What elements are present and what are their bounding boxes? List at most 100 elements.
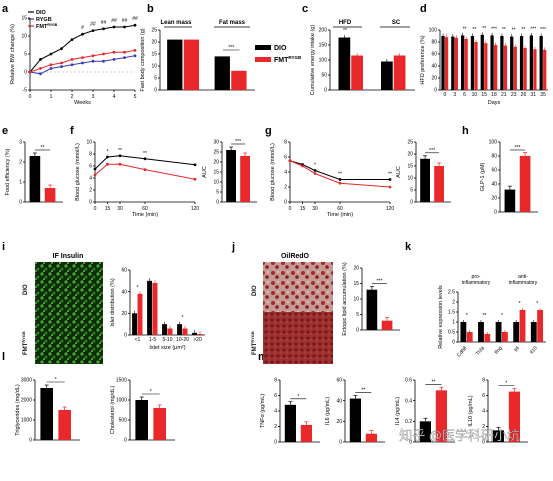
- d-bar-5-0: [490, 35, 494, 90]
- b-sig: ***: [228, 45, 234, 51]
- i-bar-4-1: [197, 333, 203, 335]
- a-point-dio-9: [123, 25, 126, 29]
- g_auc-ytick-label-1: 5: [410, 188, 413, 194]
- legend-b-fmt-label: FMTRYGB: [274, 55, 302, 64]
- m4-ylabel: IL10 (pg/mL): [468, 395, 474, 426]
- a-point-dio-10: [133, 23, 137, 27]
- a-xtick-label-5: 5: [134, 94, 137, 100]
- a-point-fmt-5: [81, 56, 84, 59]
- a-annot-2: ##: [101, 20, 107, 26]
- d-bar-4-1: [484, 43, 488, 90]
- i-bar-2-0: [162, 324, 168, 335]
- g-point-fmt-0: [288, 159, 292, 163]
- a-point-fmt-3: [60, 61, 63, 65]
- g_auc-ytick-label-4: 20: [407, 152, 413, 158]
- d-xtick-label-0: 0: [444, 92, 447, 98]
- f-point-dio-1: [106, 155, 109, 159]
- k-ytick-label-2: 1: [452, 320, 455, 326]
- micrograph-i-row-fmt-sup: RYGB: [21, 331, 26, 343]
- legend-b-dio-swatch: [255, 45, 271, 50]
- d-bar-6-0: [500, 36, 504, 90]
- b-ylabel: Fast body composition (g): [140, 28, 146, 91]
- m2-ylabel: IL6 (pg/mL): [325, 397, 331, 425]
- c-ytick-label-2: 100: [319, 58, 328, 64]
- m2-ytick-label-2: 40: [336, 398, 342, 404]
- a-point-dio-8: [112, 25, 116, 29]
- i-xtick-label-2: 5-10: [162, 337, 172, 343]
- c-ytick-label-1: 50: [321, 73, 327, 79]
- d-xtick-label-3: 10: [472, 92, 478, 98]
- a-point-rygb-9: [123, 56, 126, 59]
- panel-label-g: g: [265, 125, 272, 137]
- header-anti-2: inflammatory: [509, 280, 538, 286]
- micrograph-j-row-dio: DIO: [252, 285, 258, 296]
- k-bar-3-0: [513, 322, 520, 342]
- k-sig-0: *: [466, 313, 468, 319]
- c-ytick-label-3: 150: [319, 43, 328, 49]
- legend-fmt-text: FMT: [36, 24, 48, 30]
- m1-ytick-label-0: 0: [274, 440, 277, 446]
- f-xtick-label-1: 15: [105, 206, 111, 212]
- f-ytick-label-2: 4: [89, 176, 92, 182]
- m3-ylabel: IL4 (pg/mL): [395, 397, 401, 425]
- f-point-fmt-4: [193, 177, 197, 181]
- l2-bar-0: [135, 400, 148, 440]
- micrograph-j-row-fmt: FMTRYGB: [250, 331, 258, 355]
- k-bar-1-0: [478, 322, 484, 342]
- g-point-fmt-4: [388, 185, 392, 189]
- m3-ytick-label-0: 0: [409, 440, 412, 446]
- i-bar-2-1: [167, 328, 173, 335]
- micrograph-j-row-fmt-text: FMT: [252, 342, 258, 355]
- g_auc-ytick-label-3: 15: [407, 164, 413, 170]
- j-ylabel: Ectopic lipid accumulation (%): [342, 262, 348, 336]
- d-xtick-label-8: 26: [521, 92, 527, 98]
- a-point-rygb-5: [81, 61, 84, 65]
- panel-label-a: a: [2, 3, 9, 15]
- f-ytick-label-1: 2: [89, 188, 92, 194]
- j-sig: ***: [377, 279, 383, 285]
- f-xtick-label-0: 0: [94, 206, 97, 212]
- k-sig-1: **: [482, 313, 486, 319]
- j-ytick-label-1: 5: [356, 312, 359, 318]
- f-point-fmt-0: [93, 173, 97, 177]
- m3-ytick-label-3: 0.6: [405, 378, 412, 384]
- l1-ytick-label-1: 1000: [21, 418, 32, 424]
- c-sig: **: [343, 28, 347, 34]
- g-ytick-label-3: 6: [284, 155, 287, 161]
- a-ytick-label-4: 15: [21, 16, 27, 22]
- b-ytick-label-4: 20: [151, 40, 157, 46]
- f_auc-ytick-label-1: 5: [216, 190, 219, 196]
- f-sig-0: *: [107, 149, 109, 155]
- micrograph-j-title: OilRedO: [281, 253, 310, 260]
- b-bar-1-1: [231, 70, 247, 90]
- l1-bar-0: [40, 388, 53, 440]
- a-ytick-label-1: 0: [24, 70, 27, 76]
- panel-label-d: d: [420, 3, 427, 15]
- i-bar-1-1: [152, 283, 158, 335]
- k-xtick-label-4: Il10: [529, 345, 539, 355]
- f_auc-ytick-label-0: 0: [216, 200, 219, 206]
- header-lean-mass: Lean mass: [160, 20, 192, 26]
- f-sig-1: **: [118, 148, 122, 154]
- k-sig-2: *: [501, 313, 503, 319]
- c-ytick-label-0: 0: [324, 88, 327, 94]
- d-xtick-label-5: 18: [491, 92, 497, 98]
- h-ytick-label-3: 60: [491, 168, 497, 174]
- b-ytick-label-5: 25: [151, 28, 157, 34]
- l2-ytick-label-1: 500: [119, 418, 128, 424]
- m1-bar-1: [300, 424, 312, 442]
- m3-sig: **: [431, 379, 435, 385]
- i-ytick-label-3: 60: [121, 268, 127, 274]
- legend-b-fmt-swatch: [255, 57, 271, 62]
- g-xtick-label-0: 0: [289, 206, 292, 212]
- g-sig-2: **: [388, 172, 392, 178]
- a-line-fmt: [29, 49, 136, 73]
- a-xtick-label-4: 4: [113, 94, 116, 100]
- k-ytick-label-3: 1.5: [448, 310, 455, 316]
- a-xtick-label-0: 0: [29, 94, 32, 100]
- d-xtick-label-1: 3: [453, 92, 456, 98]
- i-xtick-label-3: 10-20: [176, 337, 189, 343]
- a-point-rygb-2: [49, 67, 53, 70]
- f_auc-ytick-label-3: 15: [213, 170, 219, 176]
